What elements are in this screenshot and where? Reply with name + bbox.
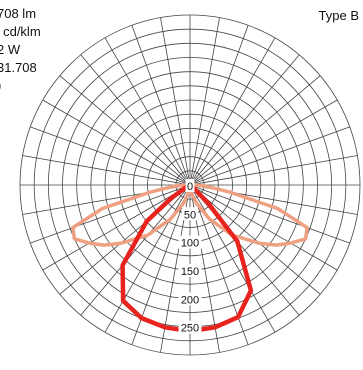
radial-tick-label: 150: [181, 266, 199, 278]
grid-spoke: [160, 17, 190, 182]
radial-tick-label: 0: [187, 181, 193, 193]
radial-tick-label: 250: [181, 323, 199, 335]
info-power: 2 W: [0, 42, 21, 57]
tick-label-bg: [185, 179, 195, 192]
grid-spoke: [22, 155, 187, 185]
info-efficacy: ' cd/klm: [0, 24, 41, 39]
grid-spoke: [104, 37, 189, 182]
grid-spoke: [80, 54, 188, 183]
grid-spoke: [192, 75, 321, 183]
tick-label-bg: [182, 207, 198, 221]
tick-label-bg: [178, 264, 202, 277]
radial-tick-label: 50: [184, 209, 196, 221]
grid-spoke: [190, 25, 249, 182]
grid-spoke: [131, 25, 190, 182]
radial-tick-label: 200: [181, 294, 199, 306]
grid-spoke: [193, 186, 338, 271]
grid-spoke: [191, 37, 276, 182]
info-value: 31.708: [0, 60, 37, 75]
grid-spoke: [193, 185, 350, 244]
grid-spoke: [42, 186, 187, 271]
grid-spoke: [59, 75, 188, 183]
type-label: Type B: [318, 8, 359, 23]
tick-label-bg: [178, 292, 202, 306]
grid-spoke: [80, 187, 188, 316]
tick-label-bg: [178, 235, 202, 249]
grid-spoke: [192, 54, 300, 183]
grid-spoke: [193, 99, 338, 184]
info-flux: 708 lm: [0, 6, 37, 21]
grid-spoke: [30, 185, 187, 244]
radial-tick-label: 100: [181, 238, 199, 250]
info-extra: ): [0, 78, 1, 94]
grid-spoke: [190, 17, 220, 182]
tick-label-bg: [178, 320, 202, 334]
grid-spoke: [193, 126, 350, 185]
grid-spoke: [30, 126, 187, 185]
grid-spoke: [193, 155, 358, 185]
grid-spoke: [42, 99, 187, 184]
